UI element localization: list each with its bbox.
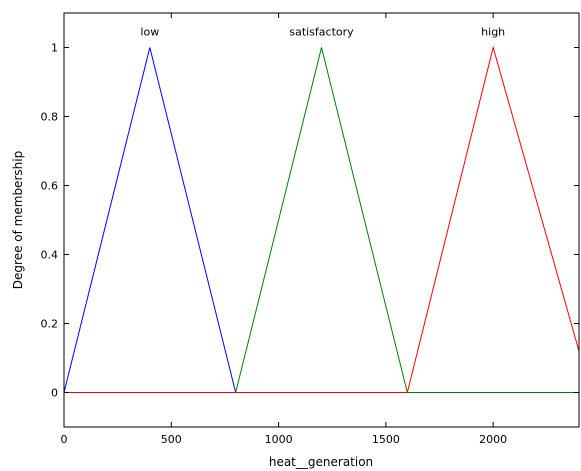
tick-layer: 0 500 1000 1500 2000 0 0.2 0.4 0.6 0.8 1 [41,13,579,446]
x-axis-title: heat__generation [269,455,373,469]
x-tick-label: 1500 [372,433,400,446]
series-high-line [406,45,580,393]
plot-background [64,13,579,427]
series-low-line [63,47,237,393]
y-tick-label: 0.8 [41,111,59,124]
series-label-low: low [140,26,159,39]
series-satisfactory-line [235,47,408,393]
series-label-satisfactory: satisfactory [289,26,354,39]
y-tick-label: 0.4 [41,249,59,262]
series-layer [63,45,580,393]
series-label-layer: low satisfactory high [140,26,505,39]
y-tick-label: 0.6 [41,180,59,193]
y-tick-label: 0.2 [41,318,59,331]
y-tick-label: 0 [51,387,58,400]
x-tick-label: 500 [161,433,182,446]
x-tick-label: 0 [61,433,68,446]
series-label-high: high [481,26,505,39]
x-tick-label: 1000 [265,433,293,446]
y-tick-label: 1 [51,42,58,55]
y-axis-title: Degree of membership [11,151,25,289]
axes-box [63,12,580,428]
x-tick-label: 2000 [479,433,507,446]
